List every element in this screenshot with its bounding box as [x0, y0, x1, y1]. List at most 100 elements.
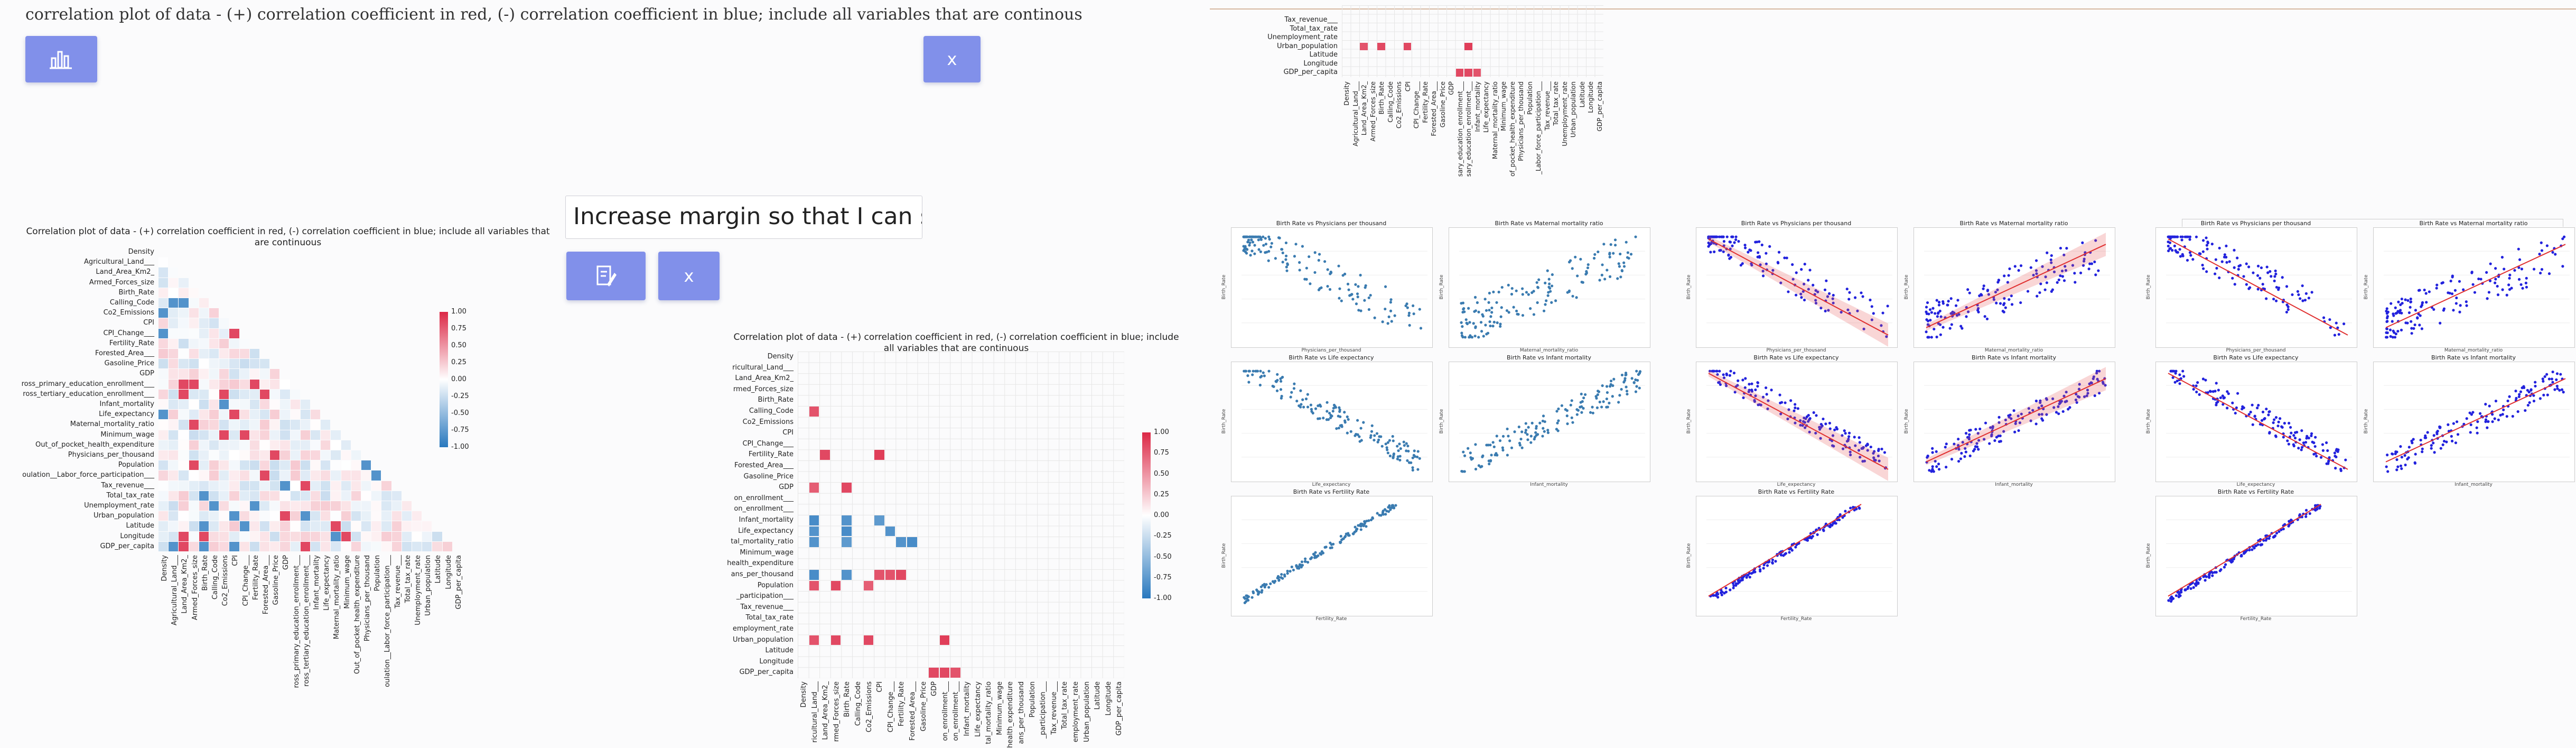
scatter-point — [2534, 384, 2537, 388]
heatmap1-cell — [189, 298, 199, 308]
scatter-point — [2101, 381, 2105, 384]
scatter-ylabel: Birth_Rate — [2146, 543, 2151, 568]
scatter-point — [2325, 462, 2328, 465]
scatter-point — [2188, 251, 2192, 254]
scatter-point — [1623, 377, 1627, 380]
scatter-point — [1824, 422, 1827, 426]
scatter-point — [2506, 399, 2509, 403]
heatmap1-row-label: Longitude — [120, 532, 154, 540]
heatmap2-cell — [809, 483, 819, 493]
heatmap3-col-label: Fertility_Rate — [1421, 81, 1429, 123]
chart-button[interactable] — [25, 36, 97, 82]
scatter-point — [1939, 315, 1943, 318]
scatter-point — [2017, 414, 2020, 418]
heatmap1-cell — [239, 521, 249, 531]
scatter-point — [1770, 389, 1773, 392]
scatter-ylabel: Birth_Rate — [1221, 543, 1227, 568]
scatter-point — [1765, 393, 1768, 396]
scatter-point — [1377, 438, 1380, 441]
scatter-point — [1954, 304, 1958, 307]
edit-button[interactable] — [566, 252, 646, 300]
scatter-point — [2465, 417, 2468, 420]
scatter-point — [1854, 444, 1857, 447]
scatter-point — [2240, 553, 2243, 557]
scatter-point — [1758, 240, 1761, 243]
scatter-point — [1814, 289, 1817, 292]
scatter-point — [1975, 442, 1978, 445]
scatter-point — [2274, 272, 2278, 275]
heatmap1-cell — [158, 318, 169, 328]
scatter-point — [1526, 433, 1529, 436]
scatter-point — [2260, 266, 2263, 270]
scatter-point — [2046, 251, 2049, 254]
scatter-title: Birth Rate vs Fertility Rate — [2217, 488, 2294, 495]
scatter-point — [2517, 278, 2521, 281]
prompt-input[interactable]: Increase margin so that I can see al — [565, 196, 922, 239]
regression-line — [1708, 373, 1889, 470]
scatter-point — [2242, 275, 2245, 278]
scatter-point — [2272, 535, 2275, 539]
scatter-point — [1881, 311, 1884, 315]
scatter-point — [2085, 394, 2088, 398]
heatmap1-cell — [442, 541, 452, 551]
colorbar-tick: 1.00 — [451, 308, 466, 316]
scatter-ylabel: Birth_Rate — [2146, 274, 2151, 300]
heatmap1-col-label: Unemployment_rate — [414, 555, 422, 625]
heatmap1-cell — [290, 410, 300, 420]
scatter-point — [1356, 295, 1359, 299]
scatter-point — [1602, 400, 1605, 403]
scatter-point — [2198, 393, 2201, 396]
scatter-panel — [2373, 362, 2575, 482]
heatmap1-cell — [219, 318, 229, 328]
scatter-point — [1506, 427, 1509, 431]
heatmap1-cell — [169, 328, 179, 338]
scatter-point — [1803, 298, 1806, 302]
scatter-point — [1398, 458, 1402, 462]
scatter-point — [2062, 394, 2066, 398]
heatmap1-cell — [189, 430, 199, 440]
heatmap2-col-label: CPI_Change___ — [886, 681, 895, 733]
heatmap3-col-label: GDP — [1448, 81, 1455, 95]
scatter-point — [1955, 314, 1958, 317]
scatter-point — [2277, 288, 2280, 291]
heatmap1-cell — [249, 491, 259, 501]
scatter-point — [2004, 418, 2007, 422]
scatter-point — [1338, 297, 1341, 300]
heatmap1-cell — [331, 450, 341, 460]
scatter-point — [1386, 448, 1389, 451]
scatter-point — [1972, 449, 1975, 453]
heatmap1-cell — [321, 420, 331, 430]
scatter-point — [2202, 267, 2205, 270]
heatmap2-row-label: Fertility_Rate — [748, 450, 794, 459]
heatmap1-cell — [331, 531, 341, 541]
heatmap1-cell — [169, 511, 179, 521]
scatter-point — [1313, 271, 1317, 274]
scatter-point — [2525, 276, 2528, 280]
heatmap3-col-label: Birth_Rate — [1378, 81, 1385, 114]
heatmap3-row-label: Tax_revenue___ — [1284, 16, 1338, 24]
scatter-point — [1512, 306, 1515, 309]
scatter-point — [1774, 560, 1777, 563]
heatmap1-cell — [158, 541, 169, 551]
scatter-point — [1767, 399, 1770, 402]
scatter-point — [1722, 235, 1725, 238]
scatter-point — [1367, 308, 1371, 311]
heatmap3-col-label: Tax_revenue___ — [1543, 81, 1551, 131]
close-button[interactable]: x — [923, 36, 981, 82]
scatter-point — [2051, 288, 2054, 291]
close-button-2[interactable]: x — [658, 252, 720, 300]
heatmap1-cell — [260, 379, 270, 389]
scatter-point — [1474, 443, 1477, 446]
colorbar-tick: -0.50 — [1154, 552, 1172, 561]
scatter-point — [2256, 288, 2260, 291]
scatter-point — [1386, 322, 1389, 325]
scatter-point — [1412, 312, 1415, 316]
heatmap1-cell — [249, 501, 259, 511]
scatter-point — [1968, 454, 1972, 458]
scatter-xlabel: Fertility_Rate — [2240, 616, 2272, 622]
scatter-point — [2167, 249, 2170, 253]
scatter-point — [1622, 265, 1626, 268]
scatter-point — [1356, 292, 1359, 295]
scatter-point — [1725, 384, 1728, 387]
scatter-point — [1535, 424, 1538, 428]
